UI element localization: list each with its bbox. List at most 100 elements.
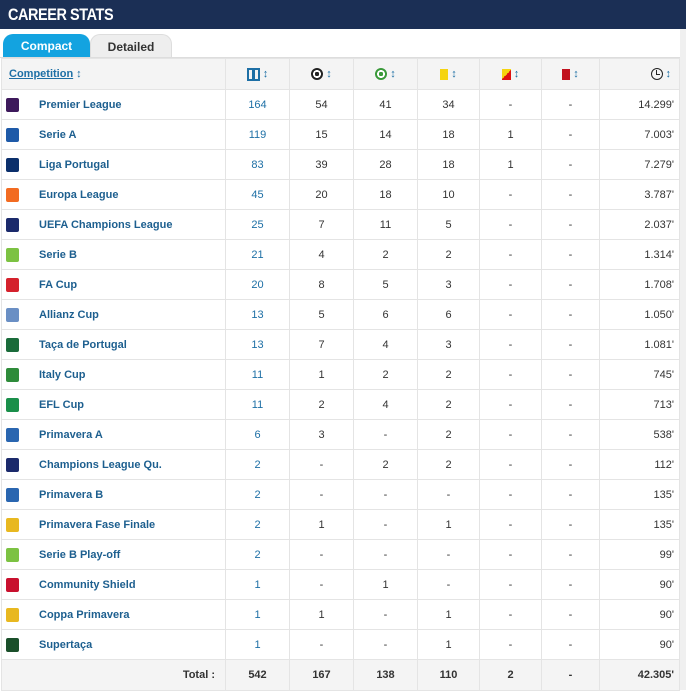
yellow-cards-cell: 2 xyxy=(417,359,480,390)
minutes-cell: 90' xyxy=(599,569,680,600)
minutes-column-header[interactable]: ↕ xyxy=(599,58,680,90)
assists-cell: - xyxy=(353,599,418,630)
appearances-cell[interactable]: 2 xyxy=(225,479,290,510)
competition-link[interactable]: Primavera A xyxy=(39,428,103,441)
appearances-cell[interactable]: 11 xyxy=(225,359,290,390)
tab-compact[interactable]: Compact xyxy=(3,34,90,58)
appearances-cell[interactable]: 2 xyxy=(225,539,290,570)
appearances-cell[interactable]: 119 xyxy=(225,119,290,150)
appearances-cell[interactable]: 20 xyxy=(225,269,290,300)
table-row: Liga Portugal 83 39 28 18 1-7.279' xyxy=(1,149,680,180)
appearances-cell[interactable]: 1 xyxy=(225,599,290,630)
competition-logo-icon xyxy=(6,337,19,352)
competition-cell: Primavera B xyxy=(1,479,226,510)
appearances-cell[interactable]: 25 xyxy=(225,209,290,240)
appearances-cell[interactable]: 2 xyxy=(225,509,290,540)
competition-cell: Coppa Primavera xyxy=(1,599,226,630)
appearances-cell[interactable]: 13 xyxy=(225,299,290,330)
red-cards-cell: - xyxy=(541,209,600,240)
competition-logo-icon xyxy=(6,217,19,232)
minutes-cell: 538' xyxy=(599,419,680,450)
yellow-cards-cell: - xyxy=(417,539,480,570)
second-yellow-cell: - xyxy=(479,239,542,270)
competition-logo-icon xyxy=(6,457,19,472)
table-row: Supertaça 1- -1- -90' xyxy=(1,629,680,660)
competition-link[interactable]: UEFA Champions League xyxy=(39,218,173,231)
appearances-cell[interactable]: 164 xyxy=(225,89,290,120)
yellow-cards-cell: 2 xyxy=(417,419,480,450)
competition-link[interactable]: Coppa Primavera xyxy=(39,608,130,621)
competition-link[interactable]: Serie A xyxy=(39,128,77,141)
competition-cell: Primavera Fase Finale xyxy=(1,509,226,540)
goals-cell: 1 xyxy=(289,599,354,630)
competition-cell: Serie B Play-off xyxy=(1,539,226,570)
goals-column-header[interactable]: ↕ xyxy=(289,58,354,90)
appearances-cell[interactable]: 45 xyxy=(225,179,290,210)
assists-cell: 4 xyxy=(353,329,418,360)
assist-icon xyxy=(375,68,388,81)
career-stats-table: Competition ↕ ↕ ↕ ↕ ↕ ↕ ↕ ↕ Premier Leagu… xyxy=(1,58,680,691)
assists-cell: 4 xyxy=(353,389,418,420)
red-cards-cell: - xyxy=(541,359,600,390)
second-yellow-cell: - xyxy=(479,89,542,120)
competition-link[interactable]: Europa League xyxy=(39,188,119,201)
appearances-cell[interactable]: 83 xyxy=(225,149,290,180)
second-yellow-column-header[interactable]: ↕ xyxy=(479,58,542,90)
appearances-cell[interactable]: 2 xyxy=(225,449,290,480)
competition-cell: Liga Portugal xyxy=(1,149,226,180)
competition-link[interactable]: Champions League Qu. xyxy=(39,458,162,471)
yellow-cards-cell: 6 xyxy=(417,299,480,330)
appearances-cell[interactable]: 1 xyxy=(225,629,290,660)
competition-logo-icon xyxy=(6,277,19,292)
assists-column-header[interactable]: ↕ xyxy=(353,58,418,90)
competition-link[interactable]: Italy Cup xyxy=(39,368,86,381)
assists-cell: - xyxy=(353,479,418,510)
red-cards-column-header[interactable]: ↕ xyxy=(541,58,600,90)
appearances-cell[interactable]: 21 xyxy=(225,239,290,270)
competition-link[interactable]: Primavera B xyxy=(39,488,104,501)
competition-link[interactable]: Taça de Portugal xyxy=(39,338,127,351)
competition-link[interactable]: Serie B Play-off xyxy=(39,548,121,561)
second-yellow-cell: - xyxy=(479,299,542,330)
competition-link[interactable]: FA Cup xyxy=(39,278,78,291)
minutes-cell: 7.003' xyxy=(599,119,680,150)
yellow-cards-column-header[interactable]: ↕ xyxy=(417,58,480,90)
competition-cell: FA Cup xyxy=(1,269,226,300)
appearances-cell[interactable]: 1 xyxy=(225,569,290,600)
competition-link[interactable]: Supertaça xyxy=(39,638,93,651)
scrollbar[interactable] xyxy=(680,29,686,690)
appearances-cell[interactable]: 6 xyxy=(225,419,290,450)
goals-cell: 4 xyxy=(289,239,354,270)
sort-icon: ↕ xyxy=(665,67,672,80)
competition-cell: EFL Cup xyxy=(1,389,226,420)
competition-link[interactable]: Community Shield xyxy=(39,578,136,591)
competition-link[interactable]: EFL Cup xyxy=(39,398,85,411)
competition-cell: Premier League xyxy=(1,89,226,120)
red-cards-cell: - xyxy=(541,509,600,540)
appearances-column-header[interactable]: ↕ xyxy=(225,58,290,90)
appearances-cell[interactable]: 13 xyxy=(225,329,290,360)
competition-cell: UEFA Champions League xyxy=(1,209,226,240)
competition-column-header[interactable]: Competition ↕ xyxy=(1,58,226,90)
competition-link[interactable]: Allianz Cup xyxy=(39,308,99,321)
competition-cell: Italy Cup xyxy=(1,359,226,390)
assists-cell: - xyxy=(353,629,418,660)
goals-cell: 1 xyxy=(289,509,354,540)
competition-link[interactable]: Premier League xyxy=(39,98,122,111)
goals-cell: - xyxy=(289,479,354,510)
assists-cell: 1 xyxy=(353,569,418,600)
competition-cell: Primavera A xyxy=(1,419,226,450)
competition-logo-icon xyxy=(6,187,19,202)
sort-icon: ↕ xyxy=(513,68,520,80)
second-yellow-cell: - xyxy=(479,599,542,630)
goals-cell: 54 xyxy=(289,89,354,120)
competition-link[interactable]: Primavera Fase Finale xyxy=(39,518,156,531)
second-yellow-card-icon xyxy=(501,68,511,80)
competition-link[interactable]: Liga Portugal xyxy=(39,158,110,171)
competition-link[interactable]: Serie B xyxy=(39,248,77,261)
assists-cell: 6 xyxy=(353,299,418,330)
appearances-cell[interactable]: 11 xyxy=(225,389,290,420)
red-cards-cell: - xyxy=(541,629,600,660)
tab-detailed[interactable]: Detailed xyxy=(90,34,172,58)
totals-label: Total : xyxy=(1,659,226,691)
